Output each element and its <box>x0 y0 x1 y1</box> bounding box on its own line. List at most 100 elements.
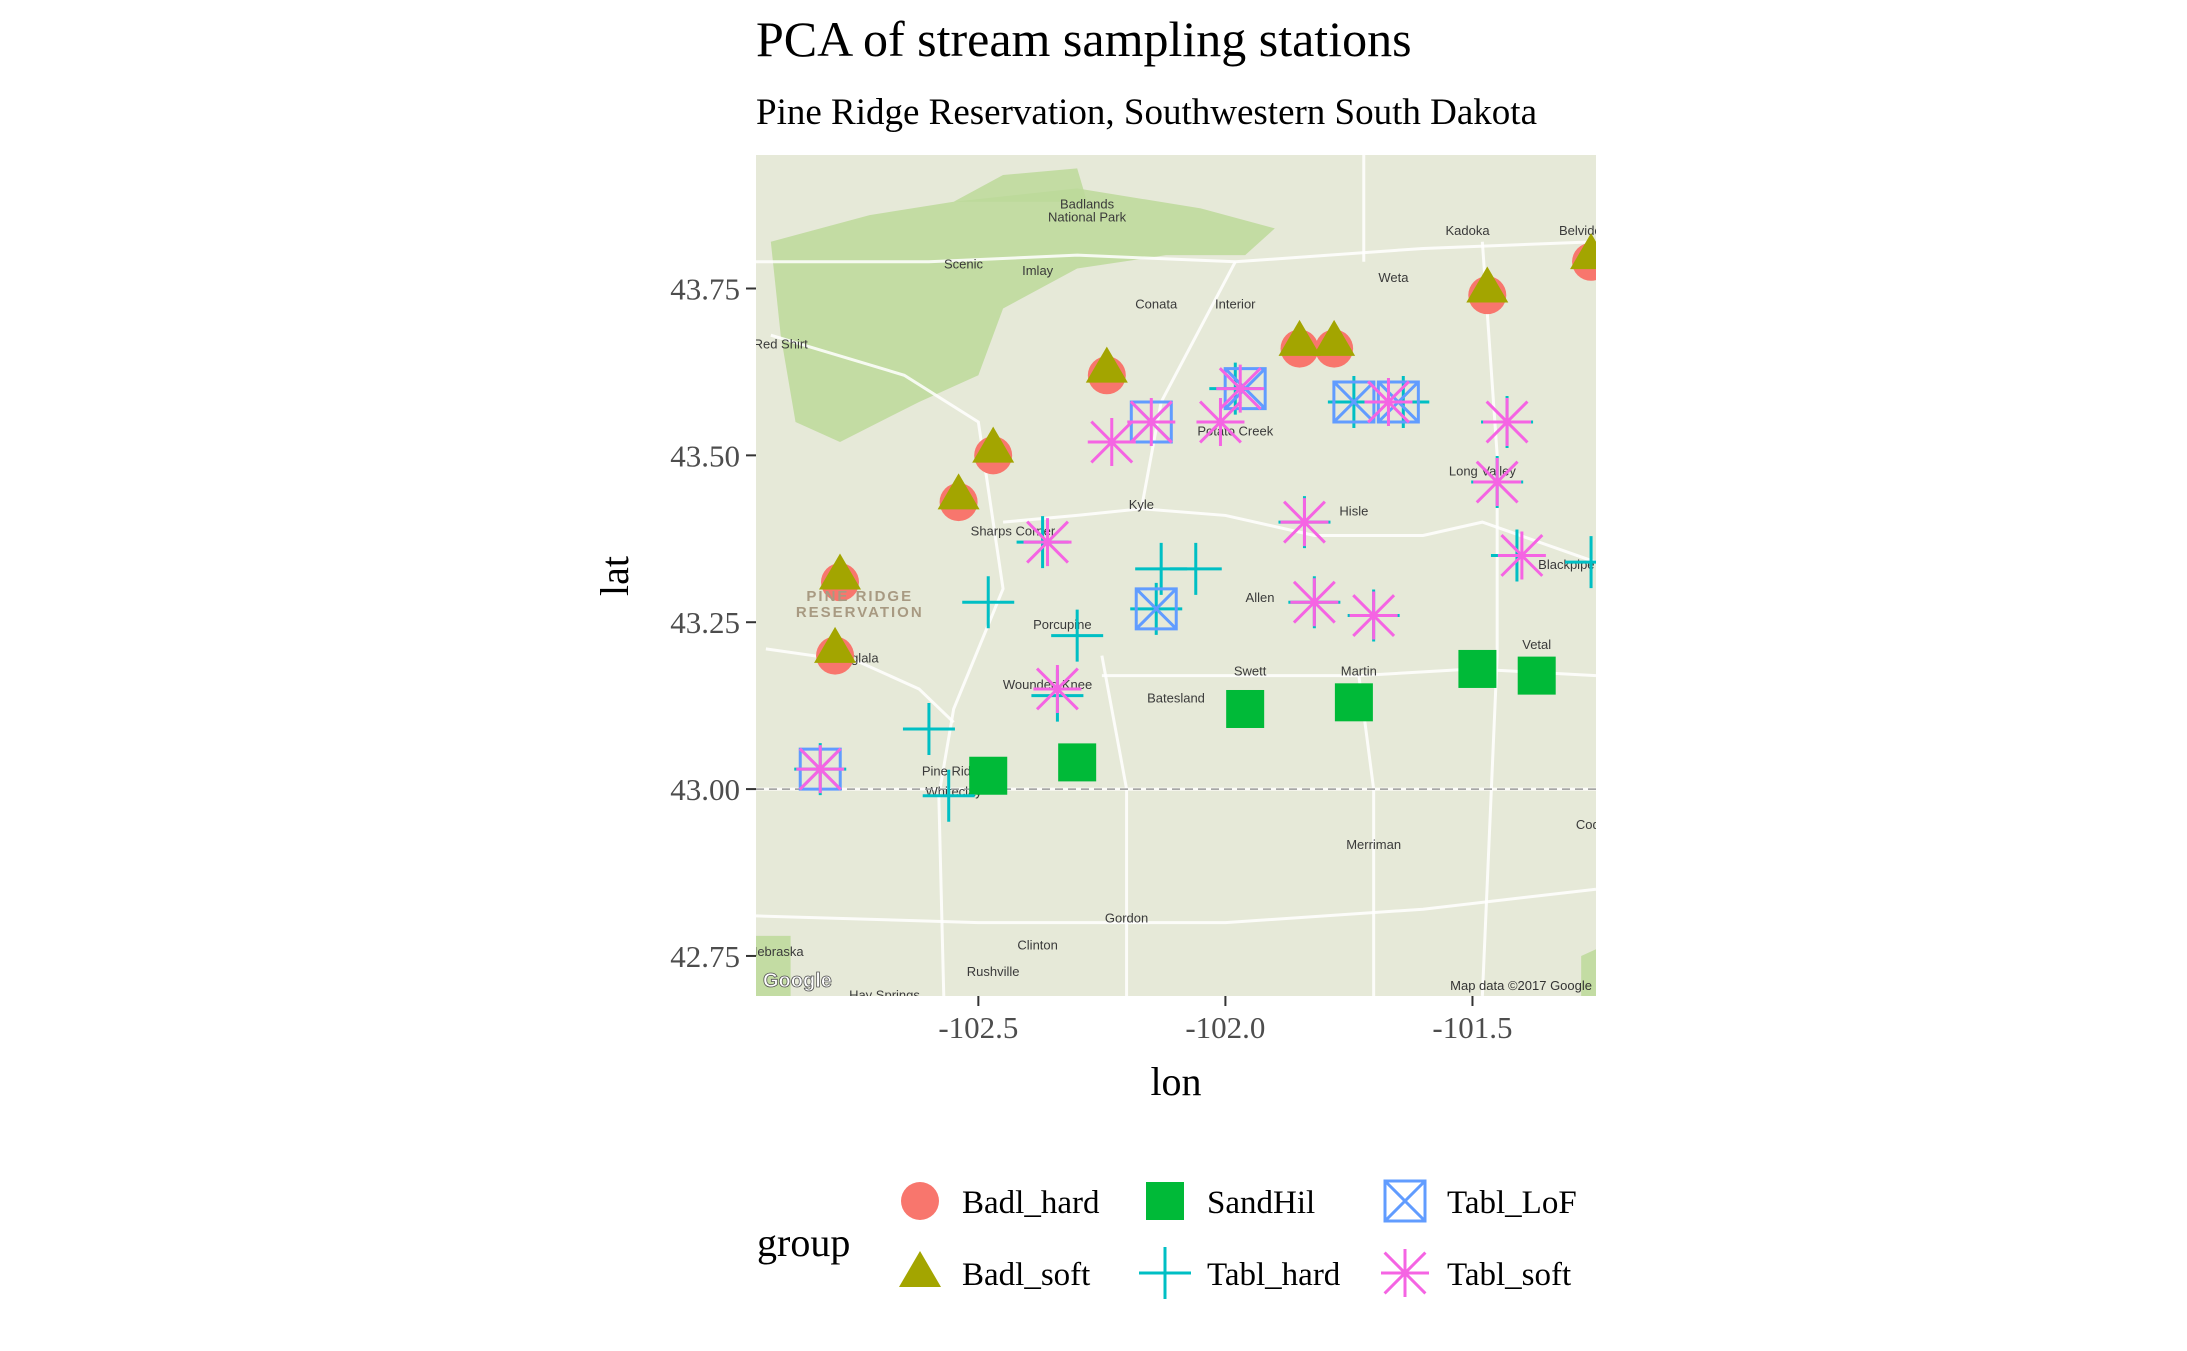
legend-item-sandhil: SandHil <box>1146 1182 1315 1221</box>
point-tabl-soft <box>1023 518 1072 567</box>
x-tick-label: -102.0 <box>1185 1010 1265 1045</box>
point-tabl-soft <box>1127 397 1176 446</box>
legend-item-badl-hard: Badl_hard <box>901 1182 1100 1221</box>
place-label: Blackpipe <box>1538 557 1594 572</box>
point-tabl-hard <box>1169 542 1222 595</box>
legend-key-boxx <box>1383 1179 1427 1223</box>
place-label: Red Shirt <box>754 337 809 352</box>
place-label: Clinton <box>1017 937 1057 952</box>
point-badl-soft <box>937 473 980 510</box>
legend-item-badl-soft: Badl_soft <box>899 1251 1090 1293</box>
point-tabl-hard <box>962 576 1015 629</box>
point-tabl-soft <box>796 745 845 794</box>
point-badl-soft <box>1313 319 1356 356</box>
point-tabl-hard <box>1565 536 1596 589</box>
x-axis-label: lon <box>1150 1059 1201 1104</box>
chart-title: PCA of stream sampling stations <box>756 11 1412 67</box>
point-tabl-soft <box>1290 578 1339 627</box>
point-tabl-lof <box>1134 587 1178 631</box>
legend-item-tabl-soft: Tabl_soft <box>1381 1249 1571 1297</box>
point-tabl-soft <box>1216 364 1265 413</box>
point-badl-soft <box>1466 266 1509 303</box>
road-1 <box>756 240 1596 264</box>
place-label: National Park <box>1048 210 1127 225</box>
place-label: Hisle <box>1339 503 1368 518</box>
legend-label: Tabl_LoF <box>1447 1185 1577 1221</box>
point-tabl-soft <box>1280 498 1329 547</box>
point-tabl-hard <box>922 769 975 822</box>
series-tabl-soft <box>796 364 1546 794</box>
point-tabl-soft <box>1087 418 1136 467</box>
place-label: Weta <box>1378 270 1409 285</box>
point-tabl-soft <box>1033 664 1082 713</box>
place-label: Gordon <box>1105 911 1148 926</box>
legend-label: Badl_soft <box>962 1257 1090 1293</box>
x-tick-label: -101.5 <box>1432 1010 1512 1045</box>
point-tabl-hard <box>1051 609 1104 662</box>
place-label: Conata <box>1135 297 1178 312</box>
legend-item-tabl-lof: Tabl_LoF <box>1383 1179 1577 1223</box>
legend-key-circle <box>901 1182 939 1220</box>
axes: 42.75 43.00 43.25 43.50 43.75 -102.5 -102.0 -10… <box>670 271 1512 1045</box>
point-badl-soft <box>819 553 861 590</box>
point-tabl-lof <box>1332 380 1376 424</box>
point-tabl-soft <box>1483 397 1532 446</box>
legend-key-square <box>1146 1182 1184 1220</box>
place-label: Kadoka <box>1445 223 1490 238</box>
road-11 <box>756 887 1596 925</box>
place-label: Hay Springs <box>849 987 920 1002</box>
point-badl-soft <box>814 626 857 663</box>
legend-label: Tabl_soft <box>1447 1257 1571 1293</box>
google-logo: Google <box>763 970 832 992</box>
place-label: Martin <box>1341 664 1377 679</box>
place-label: Badlands <box>1060 196 1115 211</box>
point-sandhil <box>1334 683 1373 722</box>
park-area-2 <box>953 168 1088 202</box>
point-sandhil <box>1517 656 1556 695</box>
park-area-1 <box>770 188 1275 443</box>
point-sandhil <box>1458 649 1497 688</box>
place-label: Allen <box>1246 590 1275 605</box>
point-tabl-soft <box>1364 377 1413 426</box>
legend-label: SandHil <box>1207 1185 1315 1221</box>
place-label: Long Valley <box>1449 463 1516 478</box>
reservation-label-line2: RESERVATION <box>796 604 924 621</box>
point-badl-soft <box>1570 233 1596 270</box>
place-label: Nebraska <box>748 944 804 959</box>
point-sandhil <box>1058 743 1097 782</box>
legend-title: group <box>757 1220 850 1265</box>
legend-key-asterisk <box>1381 1249 1429 1297</box>
point-badl-soft <box>1085 346 1128 383</box>
road-3 <box>765 647 955 724</box>
legend-key-triangle <box>899 1251 941 1287</box>
y-tick-label: 43.50 <box>670 438 740 473</box>
place-label: Vetal <box>1522 637 1551 652</box>
place-label: Porcupine <box>1033 617 1092 632</box>
y-tick-label: 42.75 <box>670 939 740 974</box>
place-label: Scenic <box>944 256 984 271</box>
place-label: Swett <box>1234 664 1267 679</box>
place-label: Belvidere <box>1559 223 1613 238</box>
place-label: Cody <box>1576 817 1607 832</box>
data-points <box>794 233 1596 822</box>
map-attribution: Map data ©2017 Google <box>1450 978 1592 993</box>
place-label: Batesland <box>1147 690 1205 705</box>
y-tick-label: 43.25 <box>670 605 740 640</box>
point-sandhil <box>1226 689 1265 728</box>
series-badl-soft <box>814 233 1596 663</box>
reservation-label-line1: PINE RIDGE <box>806 588 913 605</box>
point-badl-soft <box>972 426 1015 463</box>
park-area-3 <box>756 935 791 996</box>
point-tabl-soft <box>1473 458 1522 507</box>
place-label: Merriman <box>1346 837 1401 852</box>
chart-subtitle: Pine Ridge Reservation, Southwestern Sou… <box>756 92 1537 133</box>
place-label: Rushville <box>967 964 1020 979</box>
park-area-4 <box>1581 949 1596 996</box>
legend-key-plus <box>1139 1247 1191 1299</box>
road-2 <box>770 333 1005 996</box>
point-tabl-soft <box>1196 397 1245 446</box>
point-tabl-soft <box>1497 531 1546 580</box>
legend-label: Tabl_hard <box>1207 1257 1341 1293</box>
point-tabl-hard <box>902 703 955 756</box>
